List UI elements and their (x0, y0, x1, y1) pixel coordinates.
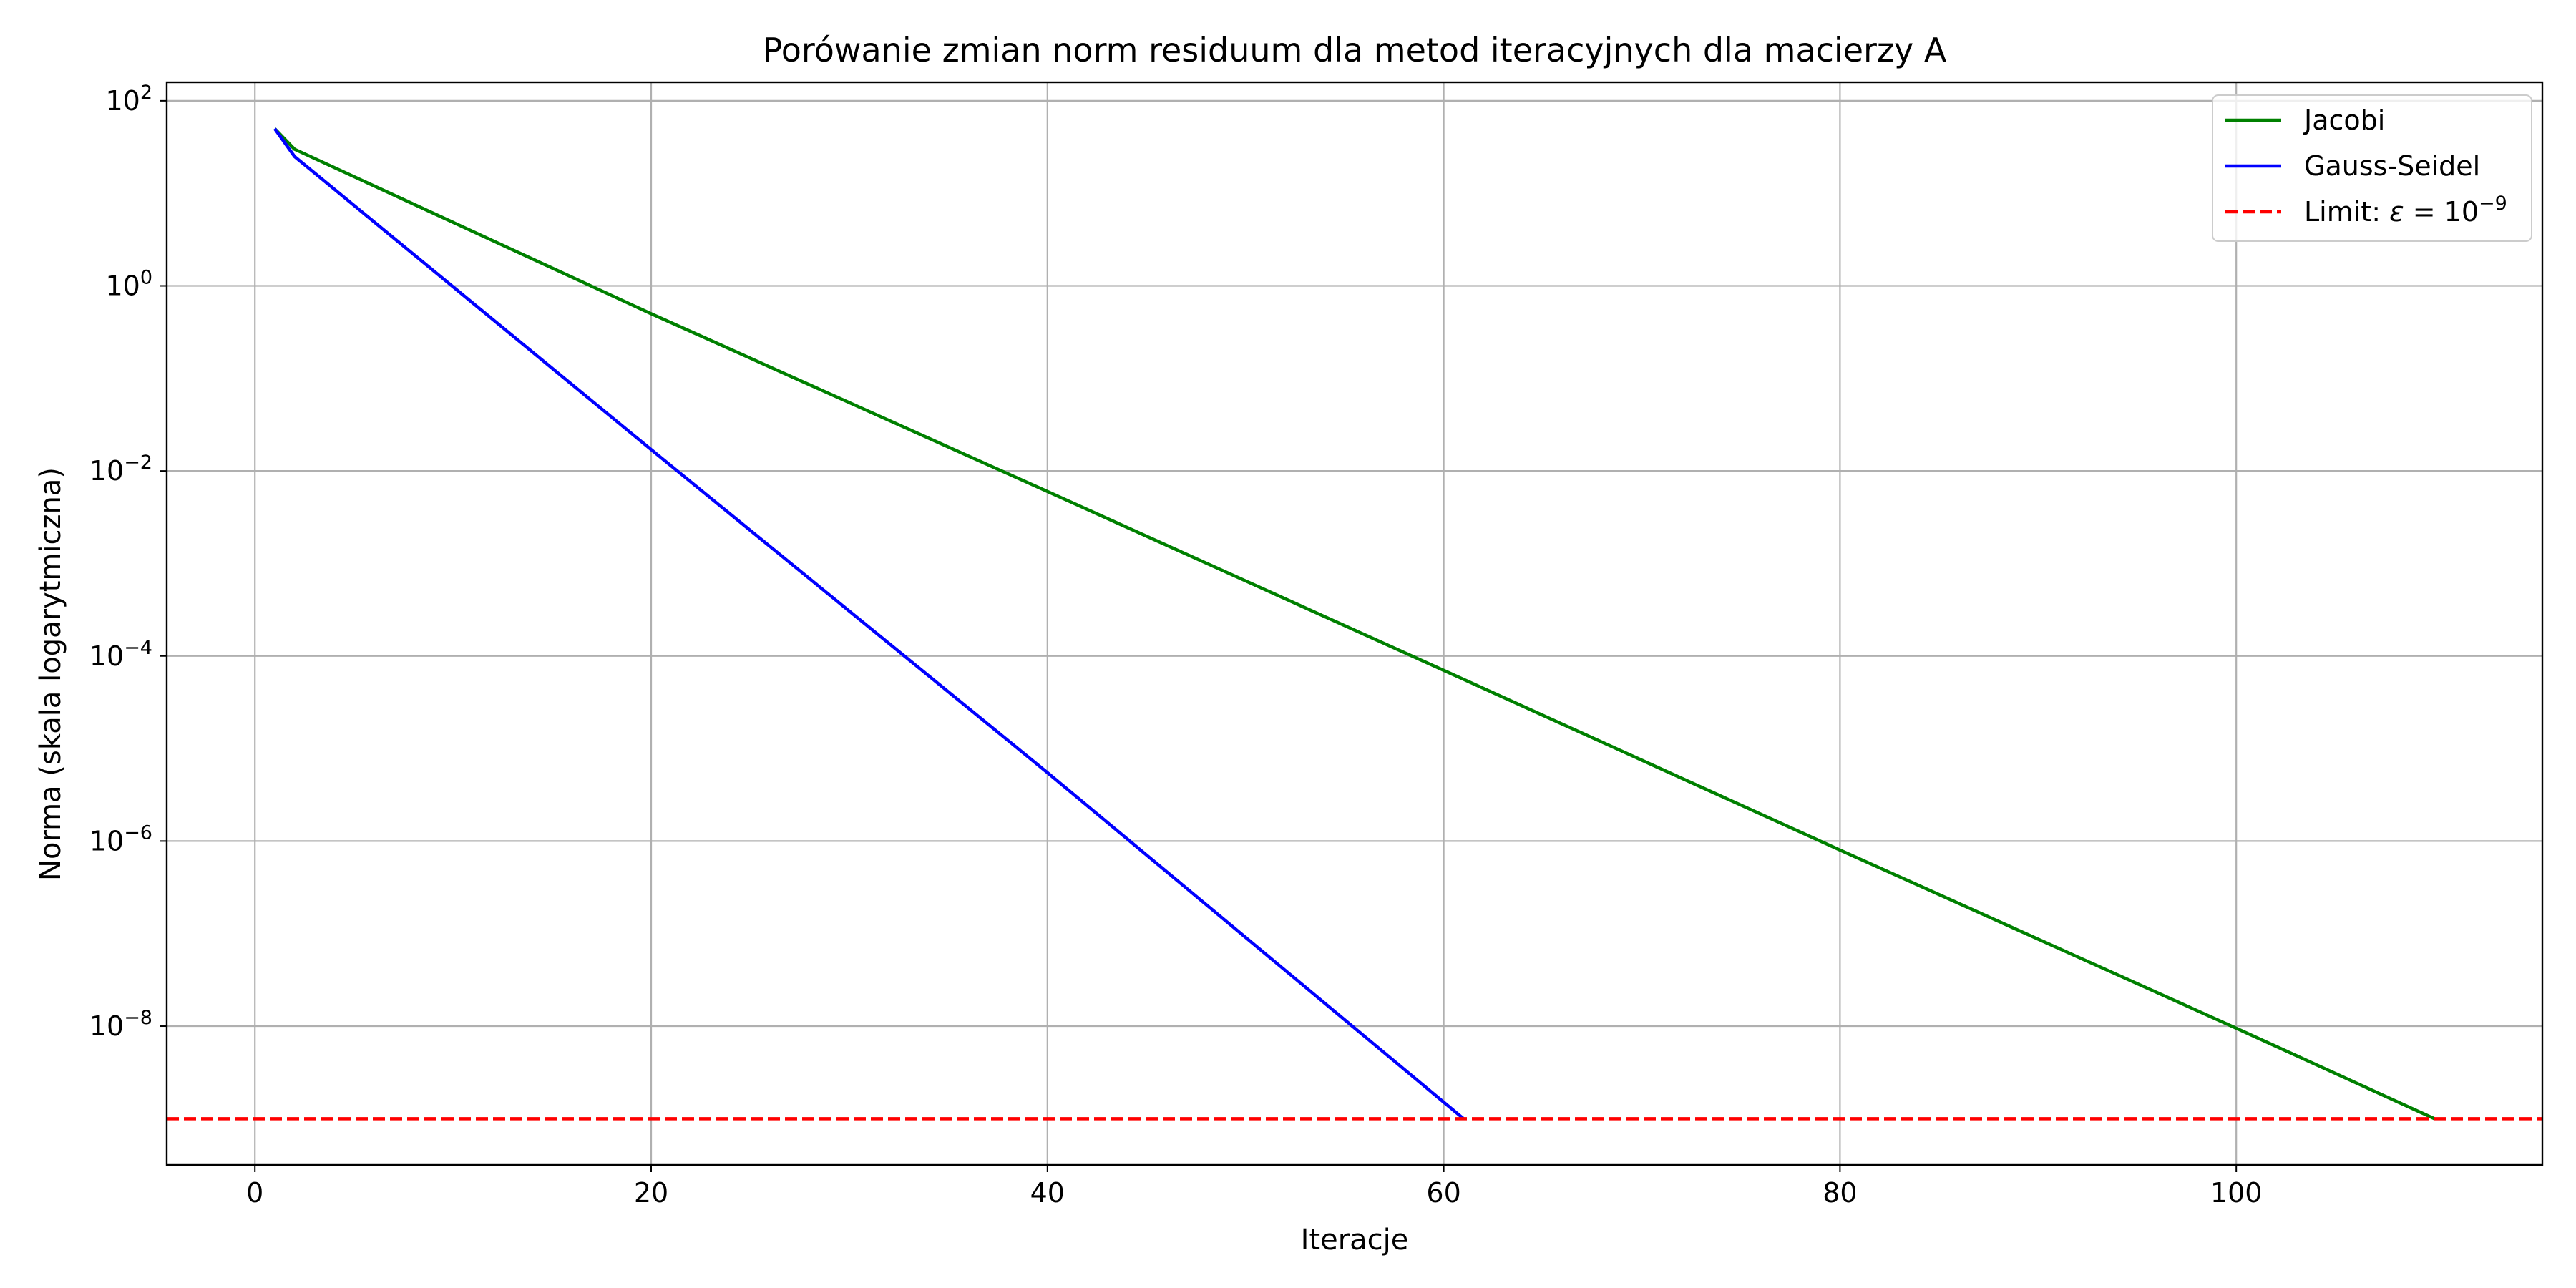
x-tick-label: 20 (634, 1177, 668, 1209)
legend-limit-middle: = 10 (2404, 196, 2479, 228)
legend-label-gauss-seidel: Gauss-Seidel (2304, 150, 2480, 182)
y-tick-label: 102 (105, 82, 152, 117)
legend: Jacobi Gauss-Seidel Limit: ε = 10−9 (2212, 94, 2532, 242)
y-tick-label: 10−8 (89, 1007, 152, 1042)
legend-label-jacobi: Jacobi (2303, 104, 2385, 136)
x-tick-label: 60 (1426, 1177, 1460, 1209)
legend-label-limit: Limit: ε = 10−9 (2304, 192, 2507, 228)
x-axis-label: Iteracje (1301, 1224, 1409, 1257)
legend-limit-symbol: ε (2389, 196, 2404, 228)
legend-limit-exponent: −9 (2479, 192, 2507, 215)
axis-ticks: 0 20 40 60 80 100 102 100 10−2 10−4 10−6 10−8 (89, 82, 2263, 1209)
series-line-gauss-seidel (273, 127, 1465, 1121)
series-line-jacobi (273, 127, 2436, 1121)
legend-limit-prefix: Limit: (2304, 196, 2389, 228)
plot-area-frame (165, 81, 2544, 1166)
y-axis-label: Norma (skala logarytmiczna) (34, 467, 67, 881)
x-tick-label: 0 (246, 1177, 263, 1209)
legend-frame (2212, 94, 2532, 242)
x-tick-label: 100 (2210, 1177, 2263, 1209)
y-tick-label: 10−4 (89, 637, 152, 672)
x-tick-label: 40 (1030, 1177, 1065, 1209)
y-tick-label: 10−6 (89, 821, 152, 857)
y-tick-label: 100 (105, 266, 152, 301)
y-tick-label: 10−2 (89, 452, 152, 487)
series-group (167, 127, 2542, 1121)
chart-title: Porówanie zmian norm residuum dla metod … (763, 31, 1947, 69)
x-tick-label: 80 (1823, 1177, 1857, 1209)
grid (167, 82, 2542, 1165)
